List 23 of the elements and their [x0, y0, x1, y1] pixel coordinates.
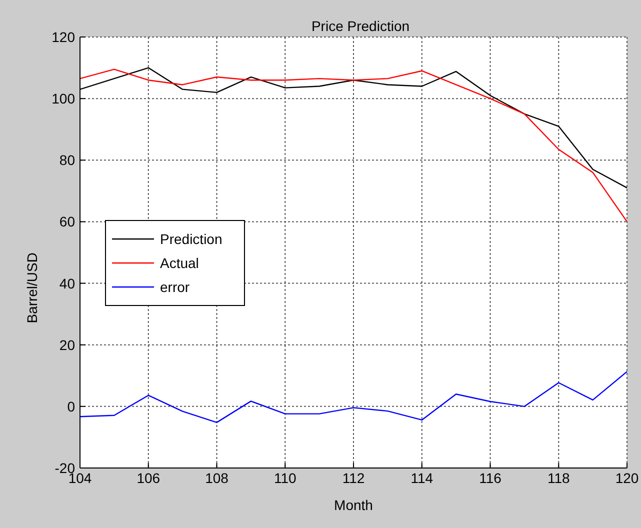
y-tick-label: 80 — [59, 152, 76, 168]
x-tick-label: 112 — [342, 470, 365, 486]
x-tick-label: 116 — [479, 470, 502, 486]
legend-label: error — [160, 279, 190, 295]
x-axis-title: Month — [334, 497, 373, 513]
y-axis-title: Barrel/USD — [24, 252, 40, 324]
y-tick-label: 0 — [67, 398, 76, 414]
x-tick-label: 108 — [205, 470, 229, 486]
y-tick-label: 60 — [59, 214, 76, 230]
line-series — [80, 68, 627, 222]
line-series — [80, 371, 627, 424]
x-tick-label: 118 — [547, 470, 570, 486]
x-tick-label: 110 — [274, 470, 296, 486]
x-tick-label: 114 — [410, 470, 434, 486]
chart-title: Price Prediction — [311, 18, 410, 34]
legend-label: Prediction — [160, 231, 222, 247]
y-tick-label: 20 — [59, 336, 76, 353]
y-tick-label: 40 — [59, 275, 76, 292]
x-tick-label: 106 — [136, 470, 160, 486]
legend-label: Actual — [160, 255, 199, 271]
x-tick-label: 120 — [615, 470, 639, 486]
y-tick-label: 120 — [52, 28, 76, 45]
y-tick-label: 100 — [52, 90, 76, 107]
